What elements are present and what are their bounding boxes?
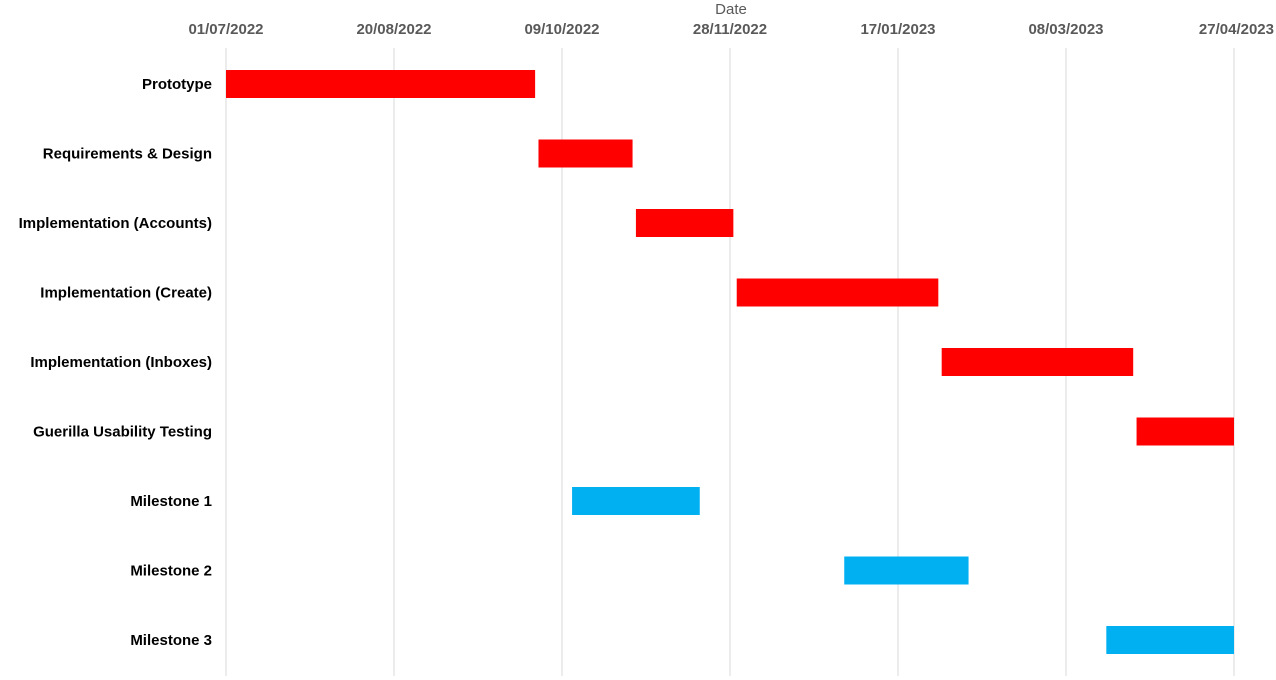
task-bar (226, 70, 536, 98)
task-label: Milestone 1 (130, 493, 212, 510)
task-label: Prototype (142, 76, 212, 93)
x-tick-label: 09/10/2022 (524, 21, 599, 38)
task-bar (1136, 417, 1234, 446)
task-label: Implementation (Accounts) (19, 215, 212, 232)
milestone-bar (572, 487, 700, 515)
task-bars (226, 70, 1234, 654)
milestone-bar (844, 556, 969, 585)
task-bar (941, 348, 1134, 376)
task-bar (736, 278, 939, 307)
task-label: Milestone 2 (130, 563, 212, 580)
x-axis-title: Date (715, 1, 747, 18)
task-bar (635, 209, 734, 237)
task-bar (538, 139, 633, 168)
task-labels: Prototype Requirements & Design Implementa… (19, 76, 212, 649)
x-tick-label: 28/11/2022 (693, 21, 767, 38)
task-label: Guerilla Usability Testing (33, 424, 212, 441)
x-tick-label: 17/01/2023 (860, 21, 935, 38)
x-tick-label: 20/08/2022 (356, 21, 431, 38)
x-tick-label: 08/03/2023 (1028, 21, 1103, 38)
x-tick-label: 01/07/2022 (188, 21, 263, 38)
task-label: Implementation (Inboxes) (30, 354, 212, 371)
task-label: Implementation (Create) (40, 285, 212, 302)
x-tick-labels: 01/07/2022 20/08/2022 09/10/2022 28/11/2022… (188, 21, 1274, 38)
x-tick-label: 27/04/2023 (1199, 21, 1274, 38)
task-label: Requirements & Design (43, 146, 212, 163)
milestone-bar (1106, 626, 1234, 654)
task-label: Milestone 3 (130, 632, 212, 649)
